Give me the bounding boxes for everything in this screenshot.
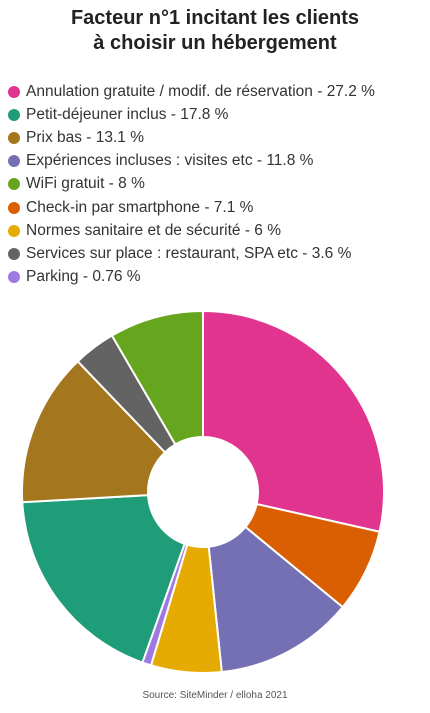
legend-swatch bbox=[8, 201, 20, 214]
legend-item: Expériences incluses : visites etc - 11.… bbox=[8, 150, 428, 173]
source-note: Source: SiteMinder / elloha 2021 bbox=[142, 690, 288, 701]
legend-item: Check-in par smartphone - 7.1 % bbox=[8, 196, 428, 219]
legend-item: Annulation gratuite / modif. de réservat… bbox=[8, 80, 428, 103]
legend-label: Prix bas - 13.1 % bbox=[26, 128, 145, 146]
pie-slice bbox=[207, 525, 345, 674]
donut-chart bbox=[21, 309, 385, 674]
legend-swatch bbox=[8, 131, 20, 144]
pie-slice bbox=[21, 359, 167, 504]
legend-label: Parking - 0.76 % bbox=[26, 268, 141, 286]
legend-label: Normes sanitaire et de sécurité - 6 % bbox=[26, 221, 281, 239]
legend-label: Services sur place : restaurant, SPA etc… bbox=[26, 244, 352, 262]
chart-title: Facteur n°1 incitant les clients à chois… bbox=[0, 6, 430, 56]
chart-title-line-1: Facteur n°1 incitant les clients bbox=[70, 7, 360, 29]
legend-swatch bbox=[8, 155, 20, 168]
legend-label: Check-in par smartphone - 7.1 % bbox=[26, 198, 254, 216]
legend-swatch bbox=[8, 224, 20, 237]
pie-slice bbox=[110, 309, 204, 446]
legend-label: Annulation gratuite / modif. de réservat… bbox=[26, 82, 375, 100]
legend-item: Parking - 0.76 % bbox=[8, 266, 428, 289]
legend-label: WiFi gratuit - 8 % bbox=[26, 175, 145, 193]
legend-item: Services sur place : restaurant, SPA etc… bbox=[8, 242, 428, 265]
legend-item: Prix bas - 13.1 % bbox=[8, 126, 428, 149]
chart-title-line-2: à choisir un hébergement bbox=[93, 32, 337, 54]
legend-label: Expériences incluses : visites etc - 11.… bbox=[26, 152, 314, 170]
chart-legend: Annulation gratuite / modif. de réservat… bbox=[8, 80, 428, 289]
legend-swatch bbox=[8, 178, 20, 191]
legend-item: WiFi gratuit - 8 % bbox=[8, 173, 428, 196]
legend-label: Petit-déjeuner inclus - 17.8 % bbox=[26, 105, 229, 123]
legend-item: Petit-déjeuner inclus - 17.8 % bbox=[8, 103, 428, 126]
pie-slice bbox=[202, 309, 385, 533]
legend-swatch bbox=[8, 108, 20, 121]
legend-swatch bbox=[8, 247, 20, 260]
legend-swatch bbox=[8, 85, 20, 98]
pie-slice bbox=[21, 494, 186, 664]
legend-item: Normes sanitaire et de sécurité - 6 % bbox=[8, 219, 428, 242]
legend-swatch bbox=[8, 271, 20, 284]
